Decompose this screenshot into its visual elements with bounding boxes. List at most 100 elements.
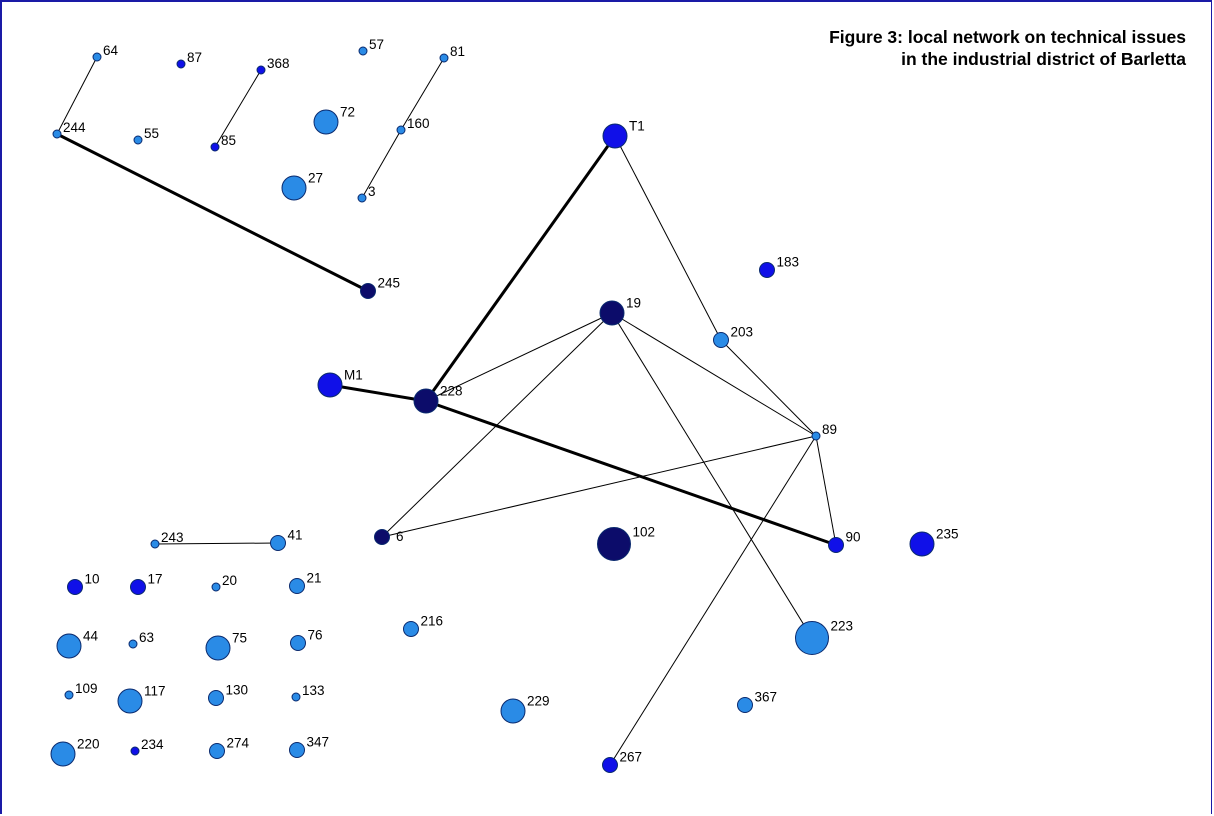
node-223[interactable] [795, 621, 829, 655]
node-130[interactable] [208, 690, 224, 706]
node-41[interactable] [270, 535, 286, 551]
node-44[interactable] [56, 633, 82, 659]
node-label-89: 89 [822, 422, 837, 437]
edge-19-89 [611, 312, 817, 437]
node-64[interactable] [92, 52, 102, 62]
node-label-228: 228 [440, 384, 463, 399]
node-label-6: 6 [396, 529, 404, 544]
edge-244-245 [56, 132, 369, 293]
node-245[interactable] [360, 283, 376, 299]
node-102[interactable] [597, 527, 631, 561]
node-label-160: 160 [407, 116, 430, 131]
edge-T1-203 [614, 135, 722, 341]
node-label-19: 19 [626, 296, 641, 311]
figure-title: Figure 3: local network on technical iss… [829, 26, 1186, 70]
node-label-41: 41 [288, 528, 303, 543]
node-label-90: 90 [846, 530, 861, 545]
node-228[interactable] [413, 388, 439, 414]
node-220[interactable] [50, 741, 76, 767]
node-63[interactable] [128, 639, 138, 649]
node-label-117: 117 [144, 684, 166, 699]
node-160[interactable] [396, 125, 406, 135]
node-label-T1: T1 [629, 119, 645, 134]
edge-244-64 [56, 56, 98, 135]
node-216[interactable] [403, 621, 419, 637]
node-75[interactable] [205, 635, 231, 661]
node-21[interactable] [289, 578, 305, 594]
node-label-55: 55 [144, 126, 159, 141]
node-label-274: 274 [227, 736, 250, 751]
node-27[interactable] [281, 175, 307, 201]
edge-89-90 [815, 435, 837, 546]
node-label-3: 3 [368, 184, 376, 199]
edge-T1-228 [424, 135, 617, 402]
node-label-76: 76 [308, 628, 323, 643]
node-133[interactable] [291, 692, 301, 702]
node-267[interactable] [602, 757, 618, 773]
figure-title-line-1: Figure 3: local network on technical iss… [829, 27, 1186, 47]
node-20[interactable] [211, 582, 221, 592]
edge-89-267 [609, 435, 817, 766]
node-89[interactable] [811, 431, 821, 441]
node-368[interactable] [256, 65, 266, 75]
node-234[interactable] [130, 746, 140, 756]
node-57[interactable] [358, 46, 368, 56]
node-6[interactable] [374, 529, 390, 545]
node-55[interactable] [133, 135, 143, 145]
node-M1[interactable] [317, 372, 343, 398]
node-label-81: 81 [450, 44, 465, 59]
edge-19-223 [611, 312, 813, 639]
node-76[interactable] [290, 635, 306, 651]
node-label-109: 109 [75, 681, 98, 696]
edge-layer [56, 56, 837, 766]
node-72[interactable] [313, 109, 339, 135]
edge-228-90 [425, 399, 837, 547]
node-label-234: 234 [141, 737, 164, 752]
node-203[interactable] [713, 332, 729, 348]
node-label-223: 223 [831, 619, 854, 634]
node-label-245: 245 [378, 276, 401, 291]
node-244[interactable] [52, 129, 62, 139]
edge-243-41 [154, 542, 279, 545]
edge-81-160 [400, 57, 445, 131]
node-10[interactable] [67, 579, 83, 595]
node-274[interactable] [209, 743, 225, 759]
node-T1[interactable] [602, 123, 628, 149]
node-81[interactable] [439, 53, 449, 63]
label-layer: 64 87 368 57 81 244 55 85 72 160 27 3 T1 183 245 19 203 M… [63, 37, 959, 764]
node-label-130: 130 [226, 683, 249, 698]
node-347[interactable] [289, 742, 305, 758]
node-109[interactable] [64, 690, 74, 700]
node-label-21: 21 [307, 571, 322, 586]
node-label-216: 216 [421, 614, 444, 629]
edge-160-3 [361, 129, 402, 199]
node-label-63: 63 [139, 630, 154, 645]
node-87[interactable] [176, 59, 186, 69]
node-85[interactable] [210, 142, 220, 152]
node-label-102: 102 [633, 525, 656, 540]
node-label-347: 347 [307, 735, 330, 750]
node-label-244: 244 [63, 120, 86, 135]
node-label-133: 133 [302, 683, 325, 698]
node-367[interactable] [737, 697, 753, 713]
figure-title-line-2: in the industrial district of Barletta [901, 49, 1186, 69]
node-label-10: 10 [85, 572, 100, 587]
node-label-57: 57 [369, 37, 384, 52]
node-19[interactable] [599, 300, 625, 326]
node-label-87: 87 [187, 50, 202, 65]
node-243[interactable] [150, 539, 160, 549]
node-183[interactable] [759, 262, 775, 278]
node-label-367: 367 [755, 690, 778, 705]
node-117[interactable] [117, 688, 143, 714]
node-label-243: 243 [161, 530, 184, 545]
node-235[interactable] [909, 531, 935, 557]
node-3[interactable] [357, 193, 367, 203]
node-label-183: 183 [777, 255, 800, 270]
node-229[interactable] [500, 698, 526, 724]
edge-M1-228 [329, 383, 427, 403]
node-17[interactable] [130, 579, 146, 595]
edge-19-228 [425, 312, 613, 402]
node-90[interactable] [828, 537, 844, 553]
